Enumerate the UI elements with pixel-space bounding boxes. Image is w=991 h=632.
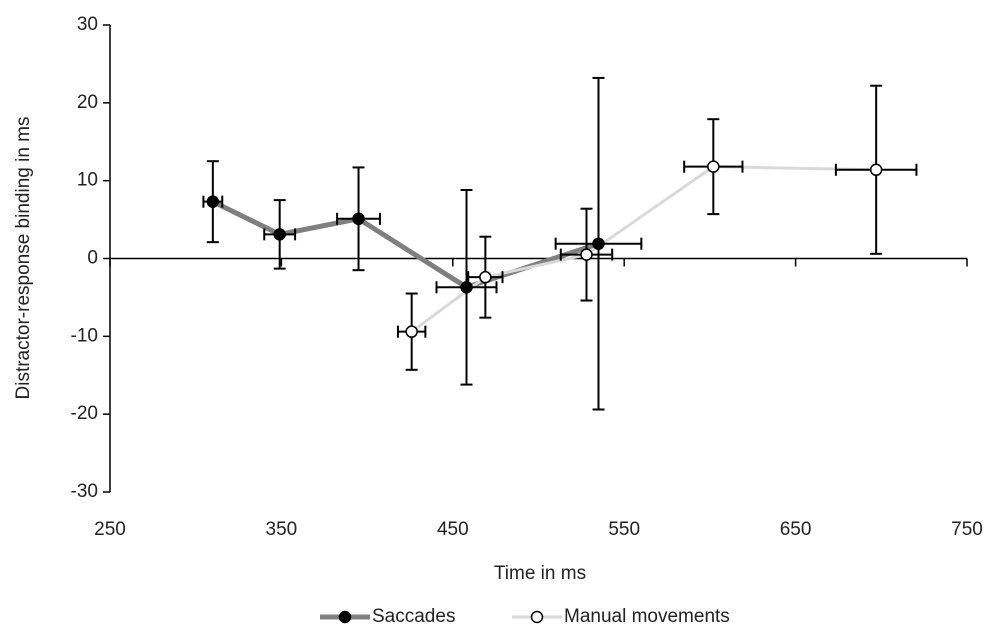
x-axis-title: Time in ms (494, 563, 586, 584)
legend-marker (530, 610, 544, 624)
marker (273, 228, 286, 241)
y-tick-label: 30 (77, 14, 98, 35)
series-line (410, 165, 877, 333)
marker (405, 325, 418, 338)
marker (206, 195, 220, 208)
y-tick-label: 0 (87, 248, 98, 269)
y-tick-label: -30 (71, 481, 98, 502)
x-tick-label: 550 (608, 519, 640, 540)
marker (869, 163, 883, 177)
marker (580, 248, 593, 261)
x-tick-label: 450 (437, 519, 469, 540)
y-tick-label: 20 (77, 92, 98, 113)
y-tick-label: -20 (71, 403, 98, 424)
legend-marker (338, 610, 352, 624)
x-tick-label: 250 (94, 519, 126, 540)
y-tick-label: 10 (77, 170, 98, 191)
marker (707, 160, 720, 173)
x-tick-label: 750 (951, 519, 983, 540)
legend-label: Manual movements (564, 606, 730, 627)
marker (352, 212, 365, 226)
marker (479, 270, 492, 284)
series-line (211, 199, 600, 290)
marker (460, 281, 473, 294)
y-tick-label: -10 (71, 325, 98, 346)
marker (592, 237, 605, 250)
x-tick-label: 350 (266, 519, 298, 540)
y-axis-title: Distractor-response binding in ms (13, 116, 34, 399)
x-tick-label: 650 (780, 519, 812, 540)
legend-label: Saccades (372, 606, 455, 627)
